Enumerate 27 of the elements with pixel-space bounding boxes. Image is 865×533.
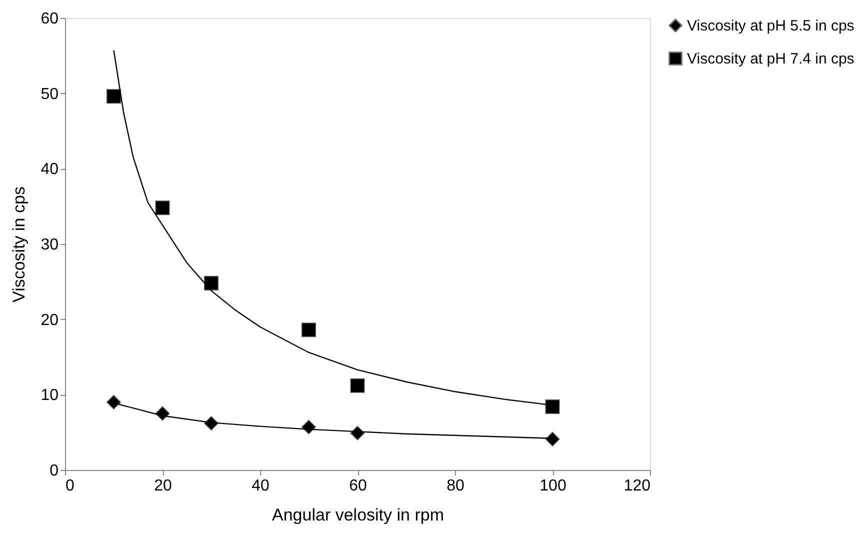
y-axis-title: Viscosity in cps — [10, 186, 29, 302]
legend-label: Viscosity at pH 5.5 in cps — [687, 18, 854, 34]
x-tick-label: 40 — [252, 478, 270, 494]
y-tick-label: 60 — [40, 10, 59, 28]
y-tick-label: 10 — [40, 387, 59, 404]
y-tick-label: 0 — [50, 462, 59, 480]
y-tick-label: 30 — [40, 236, 59, 254]
x-tick-label: 20 — [154, 478, 172, 494]
y-tick-label: 40 — [40, 161, 59, 178]
x-tick-label: 60 — [349, 478, 367, 494]
y-tick-label: 20 — [40, 312, 59, 329]
point — [350, 378, 365, 393]
point — [301, 322, 316, 338]
point — [545, 399, 560, 414]
x-tick-label: 120 — [624, 478, 651, 494]
point — [155, 200, 170, 216]
point — [204, 276, 219, 290]
point — [106, 89, 122, 104]
x-axis-title: Angular velosity in rpm — [272, 506, 444, 524]
legend-label: Viscosity at pH 7.4 in cps — [687, 50, 854, 68]
x-tick-label: 80 — [446, 478, 464, 494]
x-tick-label: 0 — [66, 478, 74, 494]
point — [545, 432, 560, 446]
x-tick-label: 100 — [540, 478, 566, 494]
point — [106, 394, 122, 410]
y-tick-label: 50 — [40, 86, 59, 103]
point — [301, 420, 316, 434]
